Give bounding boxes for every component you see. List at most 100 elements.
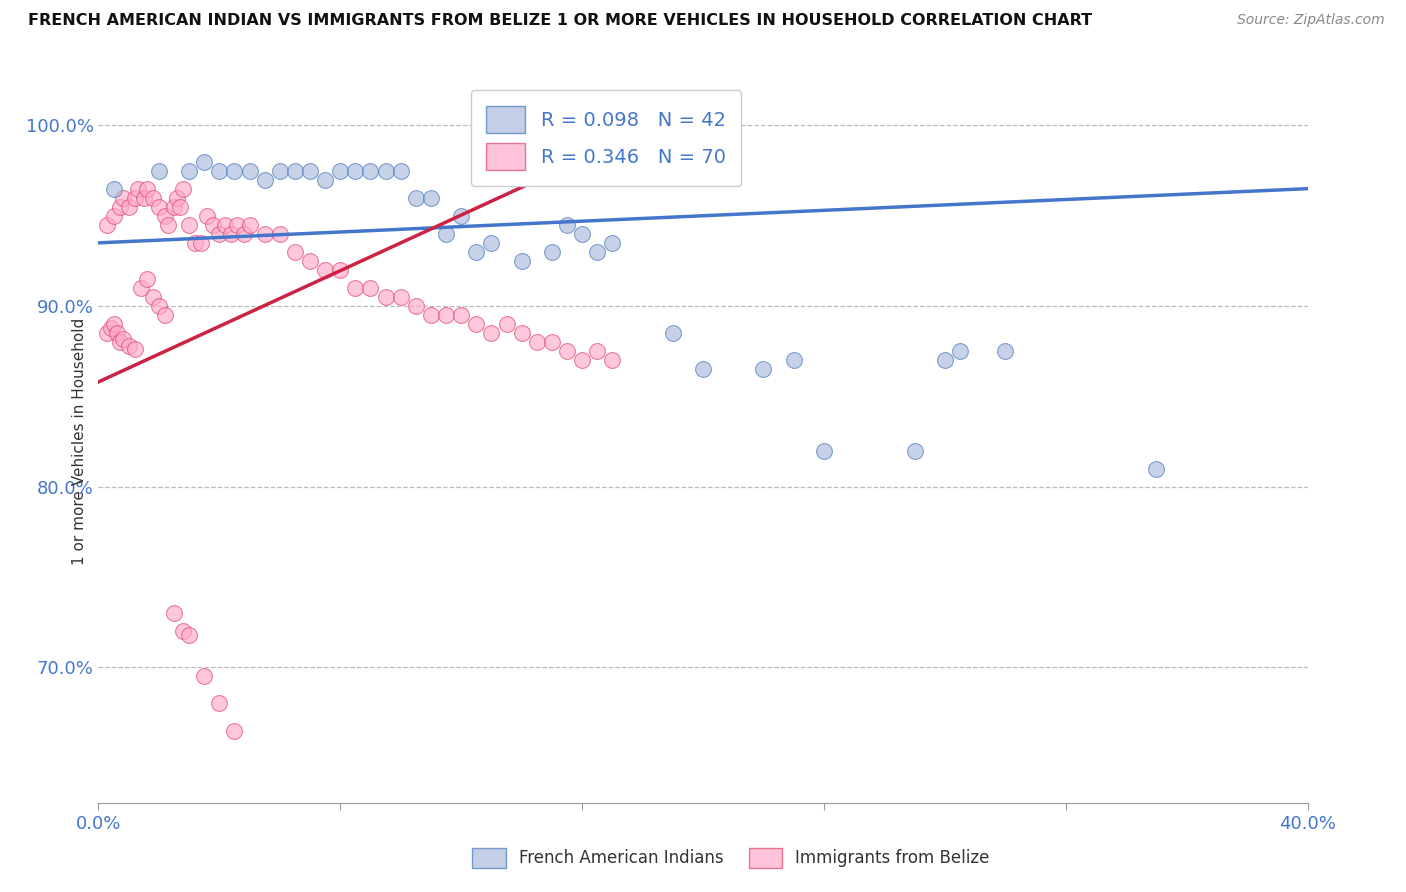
Point (752, 362, 775, 376)
Text: Source: ZipAtlas.com: Source: ZipAtlas.com (1237, 13, 1385, 28)
Point (193, 154, 215, 169)
Point (156, 218, 179, 232)
Point (224, 163, 246, 178)
Point (1144, 461, 1167, 475)
Point (934, 353, 956, 368)
Point (135, 181, 157, 195)
Point (405, 299, 427, 313)
Point (148, 200, 170, 214)
Point (314, 172, 336, 186)
Point (389, 290, 412, 304)
Point (374, 290, 396, 304)
Point (434, 227, 457, 241)
Point (389, 163, 412, 178)
Point (329, 263, 352, 277)
Point (105, 326, 128, 340)
Point (202, 218, 225, 232)
Point (190, 235, 212, 250)
Point (586, 344, 609, 359)
Text: FRENCH AMERICAN INDIAN VS IMMIGRANTS FROM BELIZE 1 OR MORE VEHICLES IN HOUSEHOLD: FRENCH AMERICAN INDIAN VS IMMIGRANTS FRO… (28, 13, 1092, 29)
Point (526, 335, 548, 350)
Point (153, 209, 176, 223)
Point (661, 326, 683, 340)
Point (142, 290, 165, 304)
Point (540, 335, 562, 350)
Point (232, 227, 254, 241)
Point (111, 332, 134, 346)
Point (208, 163, 231, 178)
Point (96, 326, 118, 340)
Point (124, 191, 146, 205)
Point (495, 317, 517, 331)
Point (226, 218, 249, 232)
Point (193, 669, 215, 683)
Point (148, 163, 170, 178)
Point (103, 181, 125, 195)
Point (284, 244, 307, 259)
Point (253, 227, 276, 241)
Point (103, 317, 125, 331)
Point (465, 244, 488, 259)
Point (253, 172, 276, 186)
Point (179, 218, 201, 232)
Point (555, 344, 578, 359)
Point (118, 200, 141, 214)
Point (129, 281, 152, 295)
Point (208, 227, 231, 241)
Point (127, 181, 149, 195)
Point (450, 209, 472, 223)
Point (555, 218, 578, 232)
Point (299, 163, 322, 178)
Point (108, 335, 131, 350)
Point (166, 191, 188, 205)
Point (420, 191, 443, 205)
Point (329, 163, 352, 178)
Point (344, 281, 367, 295)
Point (813, 443, 835, 458)
Point (179, 163, 201, 178)
Point (602, 235, 624, 250)
Point (481, 326, 503, 340)
Point (103, 209, 125, 223)
Point (360, 281, 382, 295)
Point (172, 624, 194, 639)
Point (405, 191, 427, 205)
Point (450, 308, 472, 322)
Point (344, 163, 367, 178)
Point (239, 218, 262, 232)
Point (142, 191, 165, 205)
Point (179, 628, 201, 642)
Point (163, 200, 186, 214)
Point (540, 244, 562, 259)
Legend: R = 0.098   N = 42, R = 0.346   N = 70: R = 0.098 N = 42, R = 0.346 N = 70 (471, 90, 741, 186)
Legend: French American Indians, Immigrants from Belize: French American Indians, Immigrants from… (465, 841, 997, 875)
Point (184, 235, 207, 250)
Point (163, 606, 186, 620)
Point (96, 218, 118, 232)
Point (299, 253, 322, 268)
Y-axis label: 1 or more Vehicles in Household: 1 or more Vehicles in Household (72, 318, 87, 566)
Point (118, 339, 141, 353)
Point (465, 317, 488, 331)
Point (224, 723, 246, 738)
Point (510, 326, 533, 340)
Point (904, 443, 927, 458)
Point (153, 308, 176, 322)
Point (135, 272, 157, 286)
Point (124, 343, 146, 357)
Point (481, 235, 503, 250)
Point (172, 181, 194, 195)
Point (208, 697, 231, 711)
Point (269, 163, 291, 178)
Point (420, 308, 443, 322)
Point (100, 320, 122, 334)
Point (221, 227, 243, 241)
Point (148, 299, 170, 313)
Point (239, 163, 262, 178)
Point (571, 227, 593, 241)
Point (586, 244, 609, 259)
Point (783, 353, 806, 368)
Point (214, 218, 236, 232)
Point (169, 200, 191, 214)
Point (314, 263, 336, 277)
